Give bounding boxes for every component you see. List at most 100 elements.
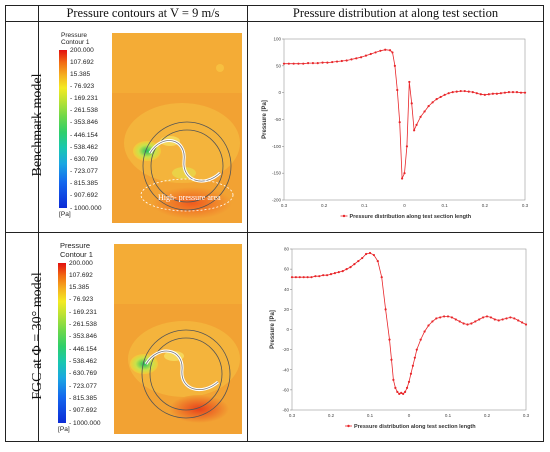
colorbar-tick-label: - 1000.000: [70, 204, 102, 212]
data-point: [341, 270, 344, 273]
data-point: [369, 52, 372, 56]
data-point: [364, 54, 368, 57]
colorbar-tick-label: - 630.769: [70, 155, 98, 163]
colorbar-tick-label: - 76.923: [69, 296, 94, 304]
legend-title-line1: Pressure: [61, 32, 88, 39]
data-point: [503, 91, 507, 94]
data-point: [415, 348, 418, 351]
data-point: [427, 324, 430, 327]
x-tick-label: 0.2: [328, 413, 335, 418]
colorbar-tick-label: - 538.462: [69, 357, 97, 365]
legend-title-line2: Contour 1: [60, 250, 93, 259]
y-tick-label: -50: [274, 117, 281, 122]
data-point: [446, 315, 450, 318]
data-point: [439, 316, 442, 319]
x-tick-label: 0.3: [522, 203, 529, 208]
colorbar-tick-label: 107.692: [69, 271, 93, 279]
legend-marker: [342, 214, 346, 218]
data-point: [326, 274, 329, 277]
colorbar-tick-label: - 446.154: [69, 345, 97, 353]
data-point: [515, 91, 519, 94]
data-point: [511, 91, 515, 94]
data-point: [376, 259, 379, 263]
data-point: [388, 49, 392, 52]
x-tick-label: 0.2: [482, 203, 489, 208]
data-point: [454, 318, 457, 321]
colorbar-tick-label: - 169.231: [69, 308, 97, 316]
data-point: [458, 320, 461, 323]
data-point: [431, 320, 434, 323]
data-point: [474, 320, 477, 323]
colorbar-tick-label: - 446.154: [70, 131, 98, 139]
data-point: [466, 323, 469, 326]
data-point: [489, 316, 492, 319]
data-point: [384, 48, 387, 51]
chart-fgc: 80 60 40 20 0 -20 -40 -60 -80 0.3 0.2 0.1 0 0.1 0.2 0.3…: [266, 241, 534, 436]
data-point: [495, 92, 498, 95]
data-point: [335, 60, 339, 63]
y-tick-label: 20: [284, 307, 290, 312]
data-point: [483, 93, 486, 96]
colorbar-tick-label: 107.692: [70, 58, 94, 66]
colorbar-tick-label: - 723.077: [70, 168, 98, 176]
data-point: [431, 101, 434, 104]
data-point: [427, 104, 430, 108]
x-tick-label: 0: [408, 413, 411, 418]
data-point: [380, 276, 383, 279]
x-tick-label: 0.1: [367, 413, 374, 418]
y-axis-label: Pressure [Pa]: [262, 100, 268, 139]
data-point: [423, 110, 426, 113]
data-point: [345, 268, 348, 271]
colorbar-unit: [Pa]: [59, 211, 71, 218]
data-point: [462, 322, 465, 325]
contour-panel-fgc: Pressure Contour 1 [Pa]: [44, 241, 244, 437]
colorbar-tick-label: - 907.692: [69, 407, 97, 415]
data-point: [398, 121, 401, 124]
y-tick-label: 40: [284, 287, 290, 292]
x-tick-label: 0.3: [289, 413, 296, 418]
data-point: [326, 61, 329, 64]
x-tick-label: 0.1: [442, 203, 449, 208]
data-point: [478, 318, 481, 321]
data-point: [384, 308, 387, 311]
data-point: [349, 266, 352, 269]
pressure-field-image: [114, 244, 242, 434]
contour-panel-benchmark: Pressure Contour 1 [Pa]: [44, 30, 244, 226]
data-point: [400, 391, 403, 394]
colorbar-tick-label: - 169.231: [70, 95, 98, 103]
data-point: [374, 51, 377, 54]
colorbar-tick-label: - 723.077: [69, 382, 97, 390]
data-point: [501, 318, 504, 321]
data-point: [297, 62, 300, 65]
x-tick-label: 0.1: [361, 203, 368, 208]
data-point: [413, 129, 416, 132]
data-point: [459, 89, 462, 93]
data-point: [294, 276, 297, 279]
data-point: [314, 275, 317, 278]
data-point: [393, 64, 396, 67]
colorbar-unit: [Pa]: [58, 426, 70, 433]
data-point: [405, 386, 409, 389]
colorbar-tick-label: - 76.923: [70, 82, 95, 90]
y-tick-label: 50: [276, 63, 282, 68]
high-pressure-annotation: High- pressure area: [158, 193, 221, 202]
colorbar: [58, 263, 66, 423]
data-point: [443, 93, 446, 96]
data-point: [513, 317, 516, 320]
y-tick-label: 100: [273, 37, 281, 42]
data-point: [357, 259, 360, 263]
data-point: [302, 276, 305, 279]
data-point: [487, 93, 490, 96]
colorbar: [59, 50, 67, 208]
data-point: [475, 92, 478, 95]
data-point: [455, 90, 458, 93]
data-point: [292, 62, 295, 65]
data-point: [423, 330, 426, 333]
data-point: [497, 319, 500, 322]
data-point: [398, 392, 401, 395]
data-point: [353, 262, 356, 266]
data-point: [485, 315, 489, 318]
data-point: [410, 102, 413, 105]
series-line: [284, 49, 525, 179]
data-point: [298, 276, 301, 279]
